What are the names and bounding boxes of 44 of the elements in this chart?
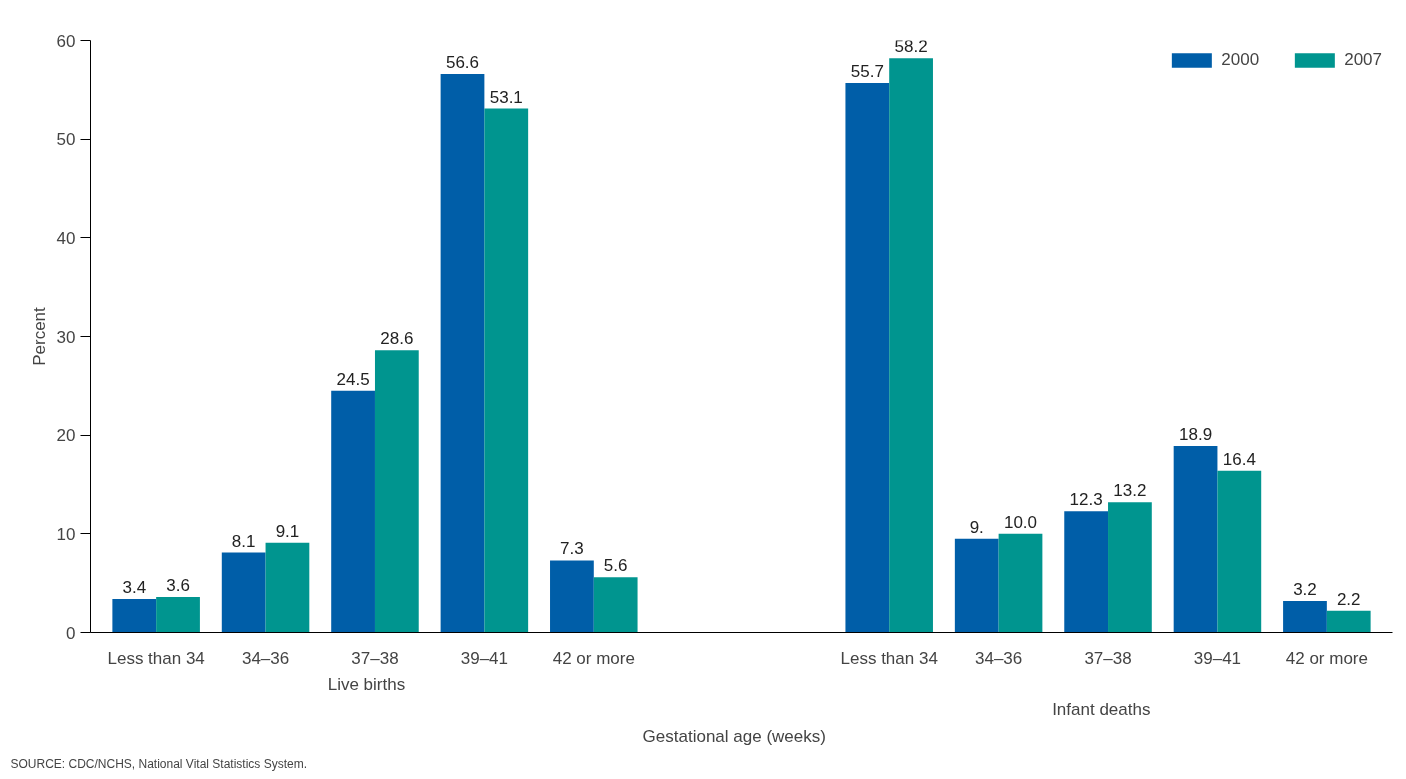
text: Live births bbox=[327, 674, 406, 694]
data-label: 24.5 bbox=[336, 369, 370, 389]
x-tick-label: 39–41 bbox=[460, 648, 509, 668]
data-label: 10.0 bbox=[1003, 512, 1038, 532]
data-label: 3.2 bbox=[1293, 579, 1317, 599]
x-tick-label: 37–38 bbox=[351, 648, 399, 668]
data-label: 9.1 bbox=[275, 521, 300, 541]
data-label: 58.2 bbox=[894, 37, 928, 57]
data-label: 13.2 bbox=[1113, 481, 1147, 501]
x-tick-label: Less than 34 bbox=[840, 648, 938, 668]
y-axis-title: Percent bbox=[29, 306, 49, 366]
data-label: 5.6 bbox=[603, 556, 628, 576]
data-label: 16.4 bbox=[1222, 449, 1256, 469]
x-axis-title: Gestational age (weeks) bbox=[642, 726, 826, 746]
data-label: 12.3 bbox=[1069, 490, 1103, 510]
y-tick-label: 0 bbox=[66, 623, 76, 643]
data-label: 8.1 bbox=[231, 531, 256, 551]
x-tick-label: Less than 34 bbox=[107, 648, 205, 668]
x-tick-label: 34–36 bbox=[974, 648, 1023, 668]
y-tick-label: 30 bbox=[56, 327, 76, 347]
legend-label: 2007 bbox=[1344, 50, 1382, 70]
data-label: 28.6 bbox=[380, 329, 414, 349]
y-tick-label: 50 bbox=[56, 130, 76, 150]
y-tick-label: 40 bbox=[56, 228, 76, 248]
data-label: 3.6 bbox=[166, 575, 190, 595]
y-tick-label: 60 bbox=[56, 31, 76, 51]
x-tick-label: 34–36 bbox=[241, 648, 290, 668]
data-label: 56.6 bbox=[445, 53, 480, 73]
y-tick-label: 20 bbox=[56, 426, 76, 446]
text: Infant deaths bbox=[1052, 699, 1151, 719]
y-tick-label: 10 bbox=[56, 524, 76, 544]
x-tick-label: 42 or more bbox=[552, 648, 635, 668]
data-label: 2.2 bbox=[1336, 589, 1361, 609]
legend-label: 2000 bbox=[1221, 50, 1260, 70]
data-label: 3.4 bbox=[122, 577, 147, 597]
x-tick-label: 42 or more bbox=[1285, 648, 1368, 668]
data-label: 55.7 bbox=[850, 61, 884, 81]
x-tick-label: 37–38 bbox=[1084, 648, 1132, 668]
data-label: 7.3 bbox=[560, 539, 584, 559]
data-label: 53.1 bbox=[489, 87, 523, 107]
x-tick-label: 39–41 bbox=[1193, 648, 1242, 668]
source-note: SOURCE: CDC/NCHS, National Vital Statistics System. bbox=[10, 756, 308, 771]
data-label: 9. bbox=[969, 517, 984, 537]
data-label: 18.9 bbox=[1179, 425, 1213, 445]
